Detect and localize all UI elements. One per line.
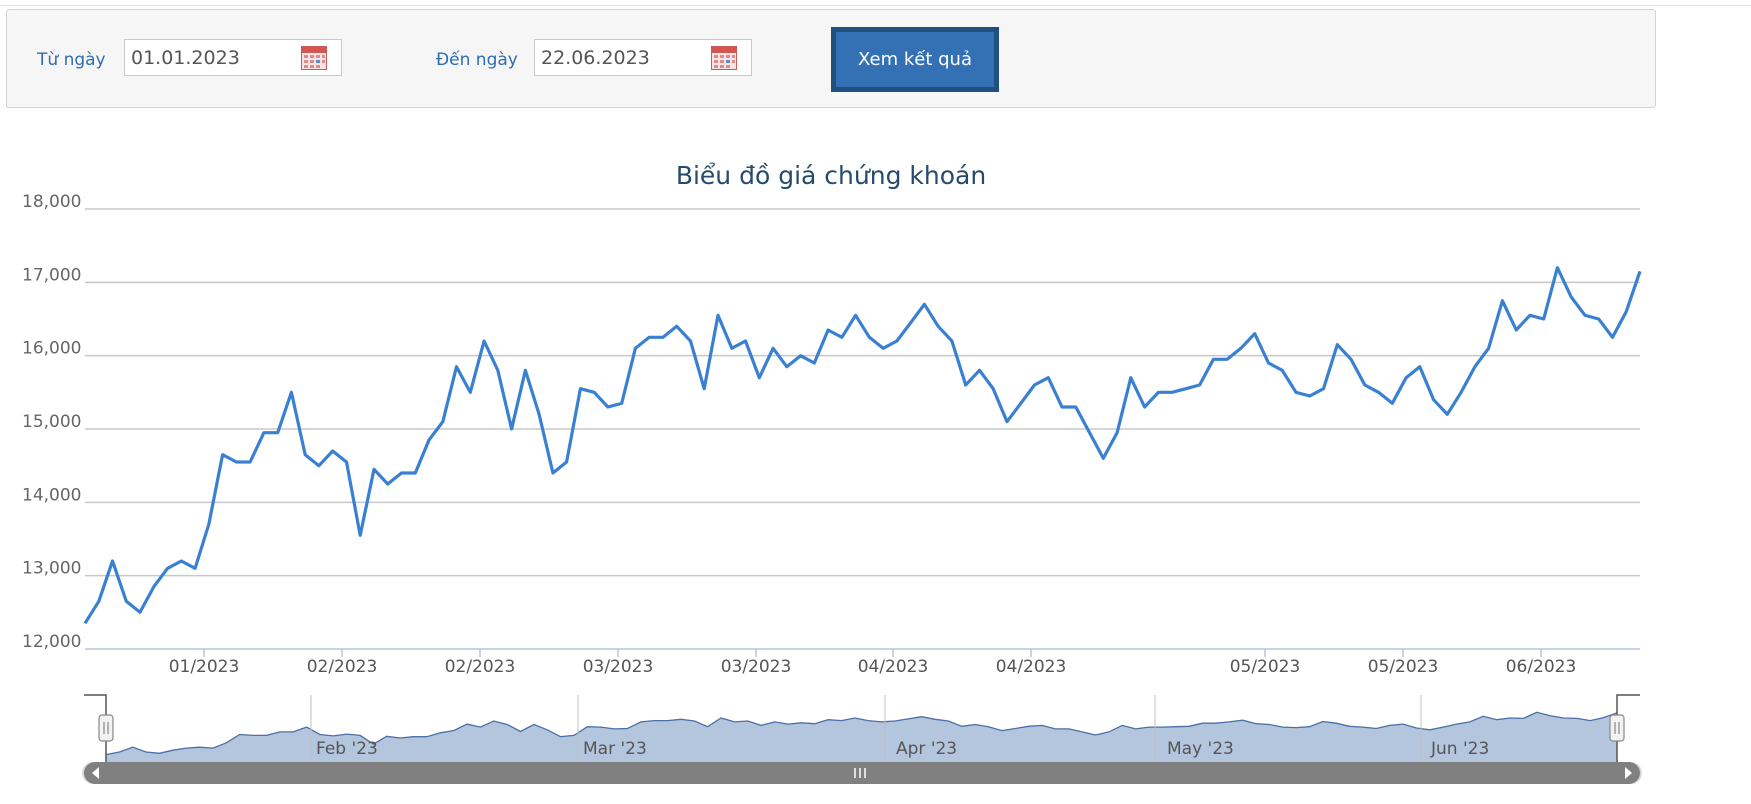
range-scrollbar[interactable] xyxy=(82,762,1642,784)
navigator-handle[interactable] xyxy=(98,714,114,742)
x-axis: 01/2023 02/2023 02/2023 03/2023 03/2023 04/20… xyxy=(169,649,1577,677)
from-date-field[interactable] xyxy=(124,39,342,76)
y-tick-label: 17,000 xyxy=(22,265,81,285)
chart-title: Biểu đồ giá chứng khoán xyxy=(676,161,986,190)
navigator-handle[interactable] xyxy=(1609,714,1625,742)
y-tick-label: 16,000 xyxy=(22,339,81,359)
to-date-field[interactable] xyxy=(534,39,752,76)
grid-lines xyxy=(85,208,1640,650)
navigator-month-label: May '23 xyxy=(1167,739,1234,759)
y-tick-label: 12,000 xyxy=(22,632,81,652)
x-tick-label: 04/2023 xyxy=(996,657,1067,677)
y-tick-label: 15,000 xyxy=(22,412,81,432)
calendar-icon[interactable] xyxy=(301,46,327,70)
range-navigator[interactable]: Feb '23 Mar '23 Apr '23 May '23 Jun '23 xyxy=(84,694,1640,763)
stock-price-chart: Biểu đồ giá chứng khoán 12,000 13,000 14,0… xyxy=(22,161,1642,784)
y-tick-label: 18,000 xyxy=(22,192,81,212)
x-tick-label: 04/2023 xyxy=(858,657,929,677)
x-tick-label: 05/2023 xyxy=(1368,657,1439,677)
price-line xyxy=(83,266,1642,625)
x-tick-label: 01/2023 xyxy=(169,657,240,677)
x-tick-label: 02/2023 xyxy=(307,657,378,677)
submit-button-frame: Xem kết quả xyxy=(831,27,999,92)
x-tick-label: 03/2023 xyxy=(721,657,792,677)
view-results-button[interactable]: Xem kết quả xyxy=(836,32,994,87)
from-date-label: Từ ngày xyxy=(37,50,106,70)
to-date-label: Đến ngày xyxy=(436,50,518,70)
y-tick-label: 14,000 xyxy=(22,485,81,505)
scroll-left-arrow-icon[interactable] xyxy=(92,767,99,779)
navigator-line xyxy=(105,711,1618,756)
price-series xyxy=(83,266,1642,625)
y-axis: 12,000 13,000 14,000 15,000 16,000 17,000 18,0… xyxy=(22,192,81,652)
navigator-month-label: Apr '23 xyxy=(896,739,957,759)
x-tick-label: 05/2023 xyxy=(1230,657,1301,677)
top-divider xyxy=(0,5,1751,6)
x-tick-label: 02/2023 xyxy=(445,657,516,677)
navigator-month-label: Mar '23 xyxy=(583,739,647,759)
x-tick-label: 03/2023 xyxy=(583,657,654,677)
navigator-area xyxy=(106,712,1617,762)
x-tick-label: 06/2023 xyxy=(1506,657,1577,677)
to-date-input[interactable] xyxy=(541,45,701,70)
navigator-month-label: Jun '23 xyxy=(1430,739,1489,759)
navigator-month-label: Feb '23 xyxy=(316,739,378,759)
scroll-right-arrow-icon[interactable] xyxy=(1625,767,1632,779)
y-tick-label: 13,000 xyxy=(22,559,81,579)
scrollbar-thumb[interactable] xyxy=(84,762,1640,784)
calendar-icon[interactable] xyxy=(711,46,737,70)
from-date-input[interactable] xyxy=(131,45,291,70)
